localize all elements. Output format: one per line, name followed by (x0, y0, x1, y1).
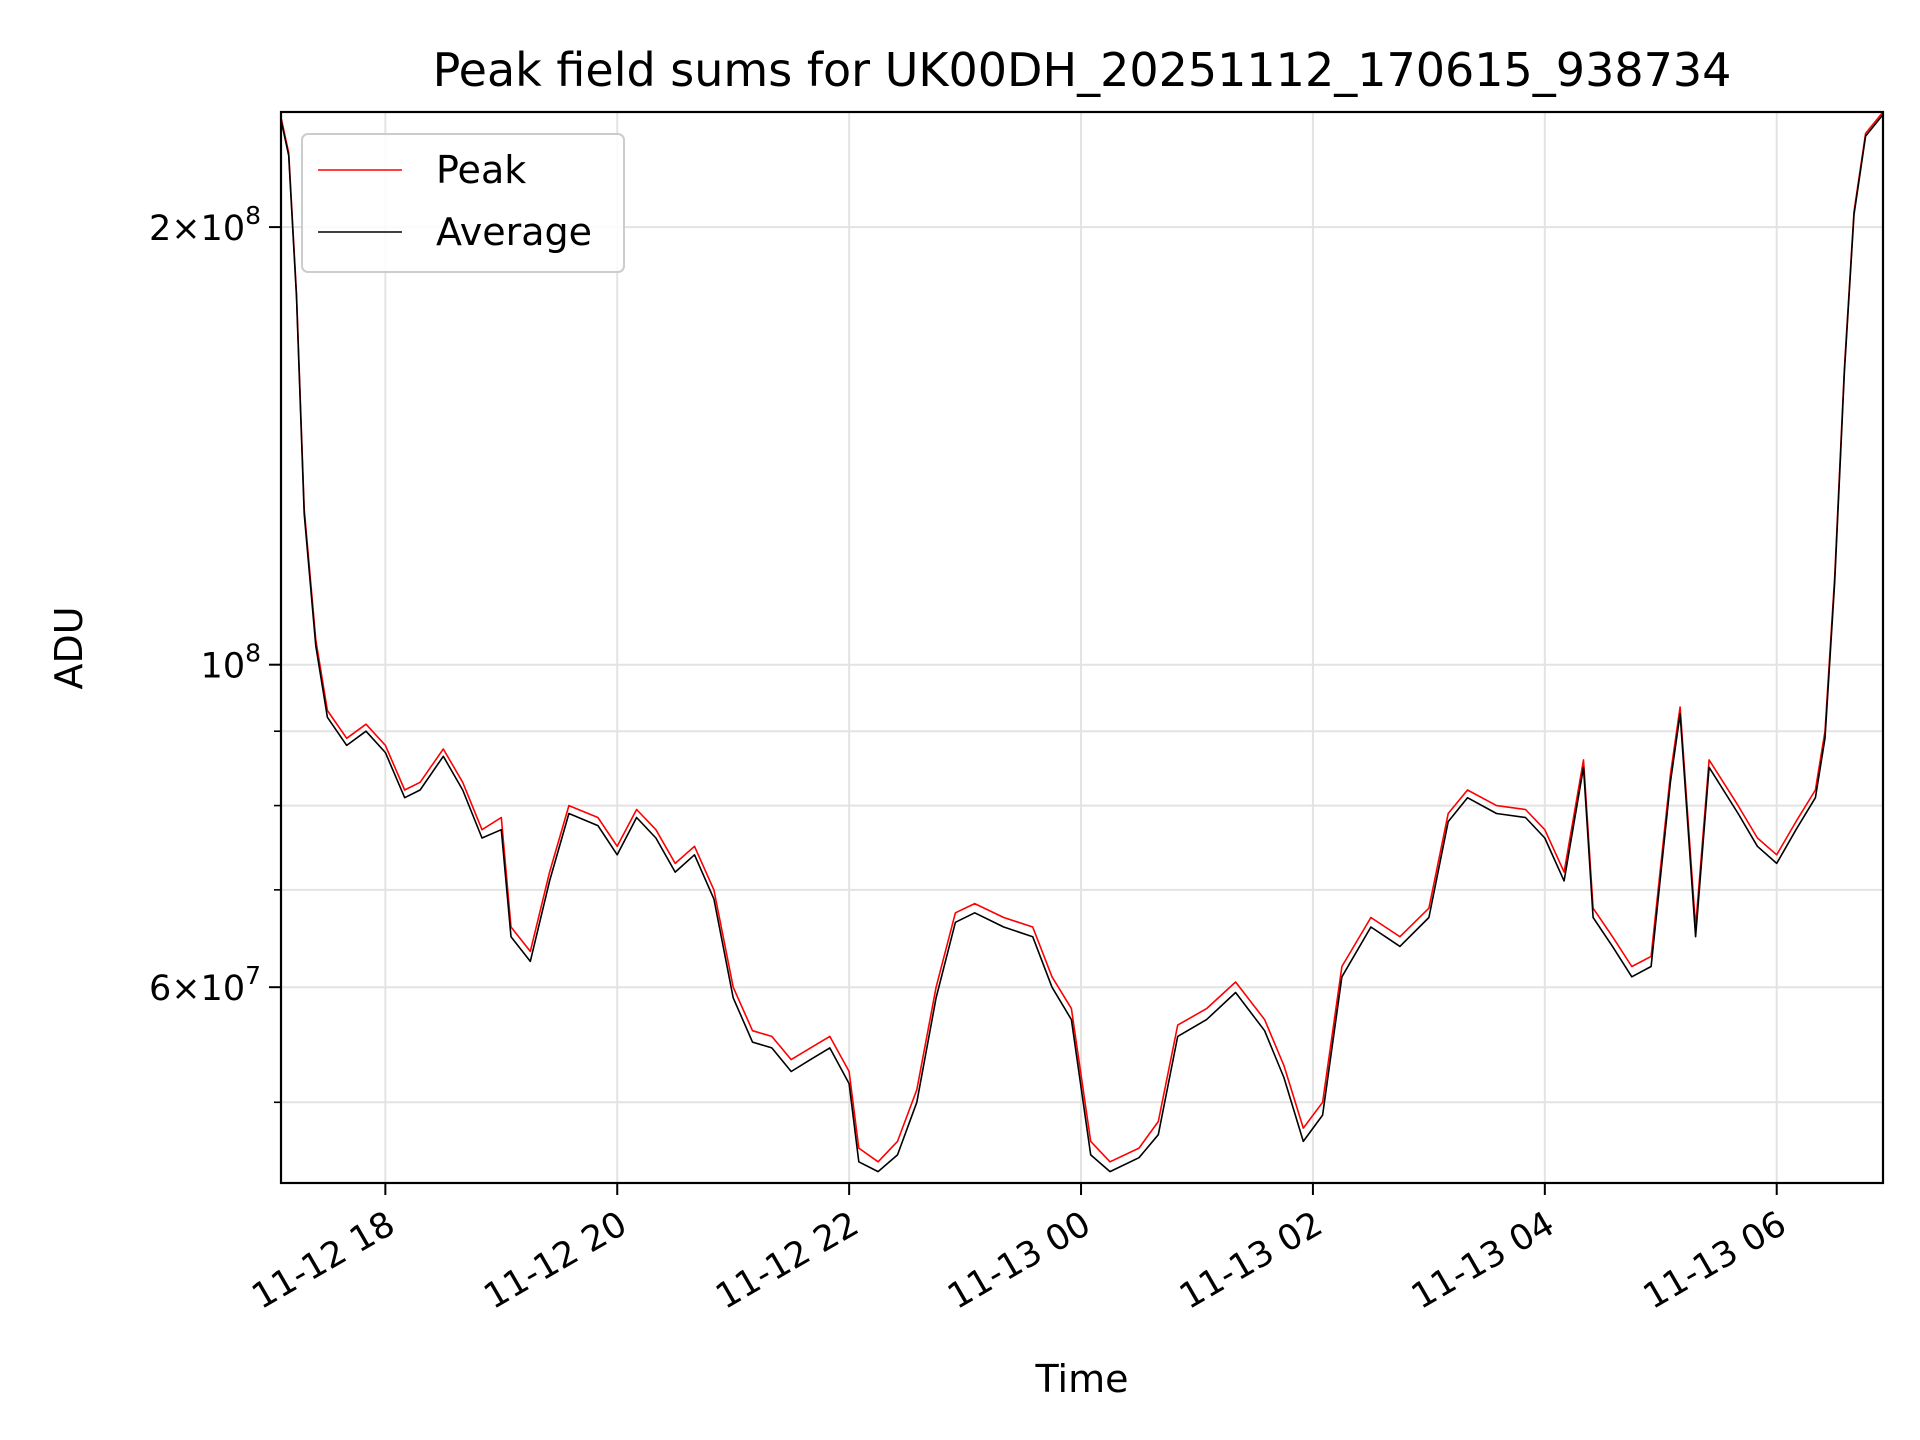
y-tick-label: 2×108 (149, 201, 261, 249)
x-tick-label: 11-12 20 (477, 1204, 633, 1317)
legend-box (301, 133, 625, 273)
series-line-peak (280, 111, 1884, 1163)
x-tick-label: 11-13 00 (941, 1204, 1097, 1317)
x-axis-label: Time (1035, 1357, 1129, 1401)
series-line-average (280, 114, 1884, 1173)
series-layer (280, 111, 1884, 1173)
legend-label-average: Average (436, 210, 592, 254)
x-tick-label: 11-12 18 (246, 1204, 402, 1317)
legend: Peak Average (301, 133, 625, 273)
x-tick-label: 11-13 06 (1637, 1204, 1793, 1317)
chart-title: Peak field sums for UK00DH_20251112_1706… (433, 43, 1732, 97)
legend-label-peak: Peak (436, 148, 526, 192)
y-axis-label: ADU (47, 606, 91, 689)
x-tick-label: 11-13 04 (1405, 1204, 1561, 1317)
y-tick-label: 108 (201, 639, 261, 687)
grid (281, 112, 1883, 1183)
x-tick-label: 11-13 02 (1173, 1204, 1329, 1317)
y-tick-label: 6×107 (149, 961, 261, 1009)
x-tick-label: 11-12 22 (709, 1204, 865, 1317)
axis-ticks: 11-12 18 11-12 20 11-12 22 11-13 00 11-13 02… (149, 201, 1793, 1317)
